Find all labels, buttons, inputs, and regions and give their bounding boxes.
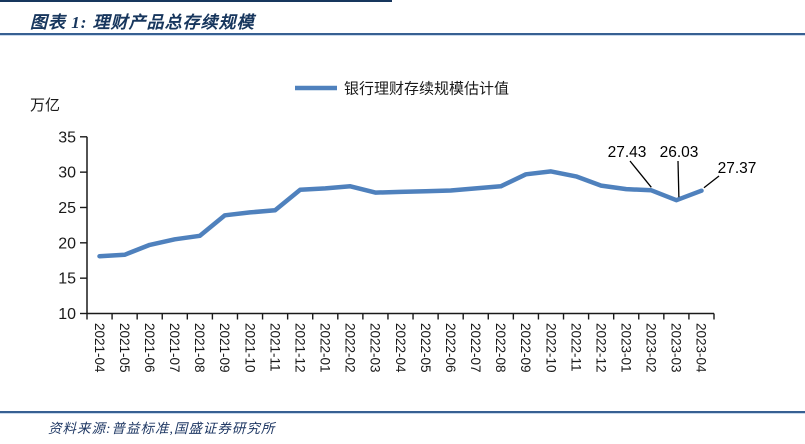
x-tick-label: 2022-12 [593,323,608,373]
x-tick-label: 2022-09 [518,323,533,373]
legend-label: 银行理财存续规模估计值 [344,81,509,98]
x-tick-label: 2021-09 [217,323,232,373]
x-tick-label: 2023-03 [669,323,684,373]
annotation-leader [677,160,680,198]
x-tick-label: 2022-04 [393,323,408,373]
x-tick-label: 2021-12 [292,323,307,373]
y-tick-label: 35 [58,129,76,146]
x-tick-label: 2022-02 [343,323,358,373]
x-tick-label: 2022-07 [468,323,483,373]
x-tick-label: 2021-10 [242,323,257,373]
x-tick-label: 2022-03 [368,323,383,373]
x-tick-label: 2022-11 [568,323,583,372]
y-tick-label: 25 [58,200,76,217]
y-unit-label: 万亿 [30,97,60,114]
y-tick-label: 30 [58,165,76,182]
x-tick-label: 2023-04 [694,323,709,373]
x-tick-label: 2022-10 [543,323,558,373]
x-tick-label: 2021-04 [92,323,107,373]
x-tick-label: 2022-01 [318,323,333,373]
chart-svg: 万亿 银行理财存续规模估计值 10 15 20 25 30 35 2021-04 2021-05 2… [30,81,757,374]
annotation-label: 27.37 [718,160,757,177]
x-tick-label: 2022-06 [443,323,458,373]
y-tick-label: 10 [58,306,76,323]
x-tick-label: 2021-08 [192,323,207,373]
y-tick-label: 15 [58,271,76,288]
y-tick-label: 20 [58,235,76,252]
annotation-leader [629,160,652,188]
x-tick-label: 2022-05 [418,323,433,373]
x-tick-label: 2023-01 [618,323,633,373]
x-tick-label: 2023-02 [644,323,659,373]
top-border-line [0,0,392,2]
annotation-label: 27.43 [608,144,647,161]
figure-title: 图表 1: 理财产品总存续规模 [30,13,255,32]
annotation-label: 26.03 [660,144,699,161]
source-note: 资料来源:普益标准,国盛证券研究所 [48,421,276,436]
series-line [97,169,704,259]
annotation-leader [703,175,720,189]
x-tick-label: 2021-07 [167,323,182,373]
title-rule [0,33,805,36]
x-tick-label: 2021-06 [142,323,157,373]
x-tick-label: 2021-05 [117,323,132,373]
source-rule [0,411,805,414]
x-tick-label: 2021-11 [267,323,282,372]
x-tick-label: 2022-08 [493,323,508,373]
